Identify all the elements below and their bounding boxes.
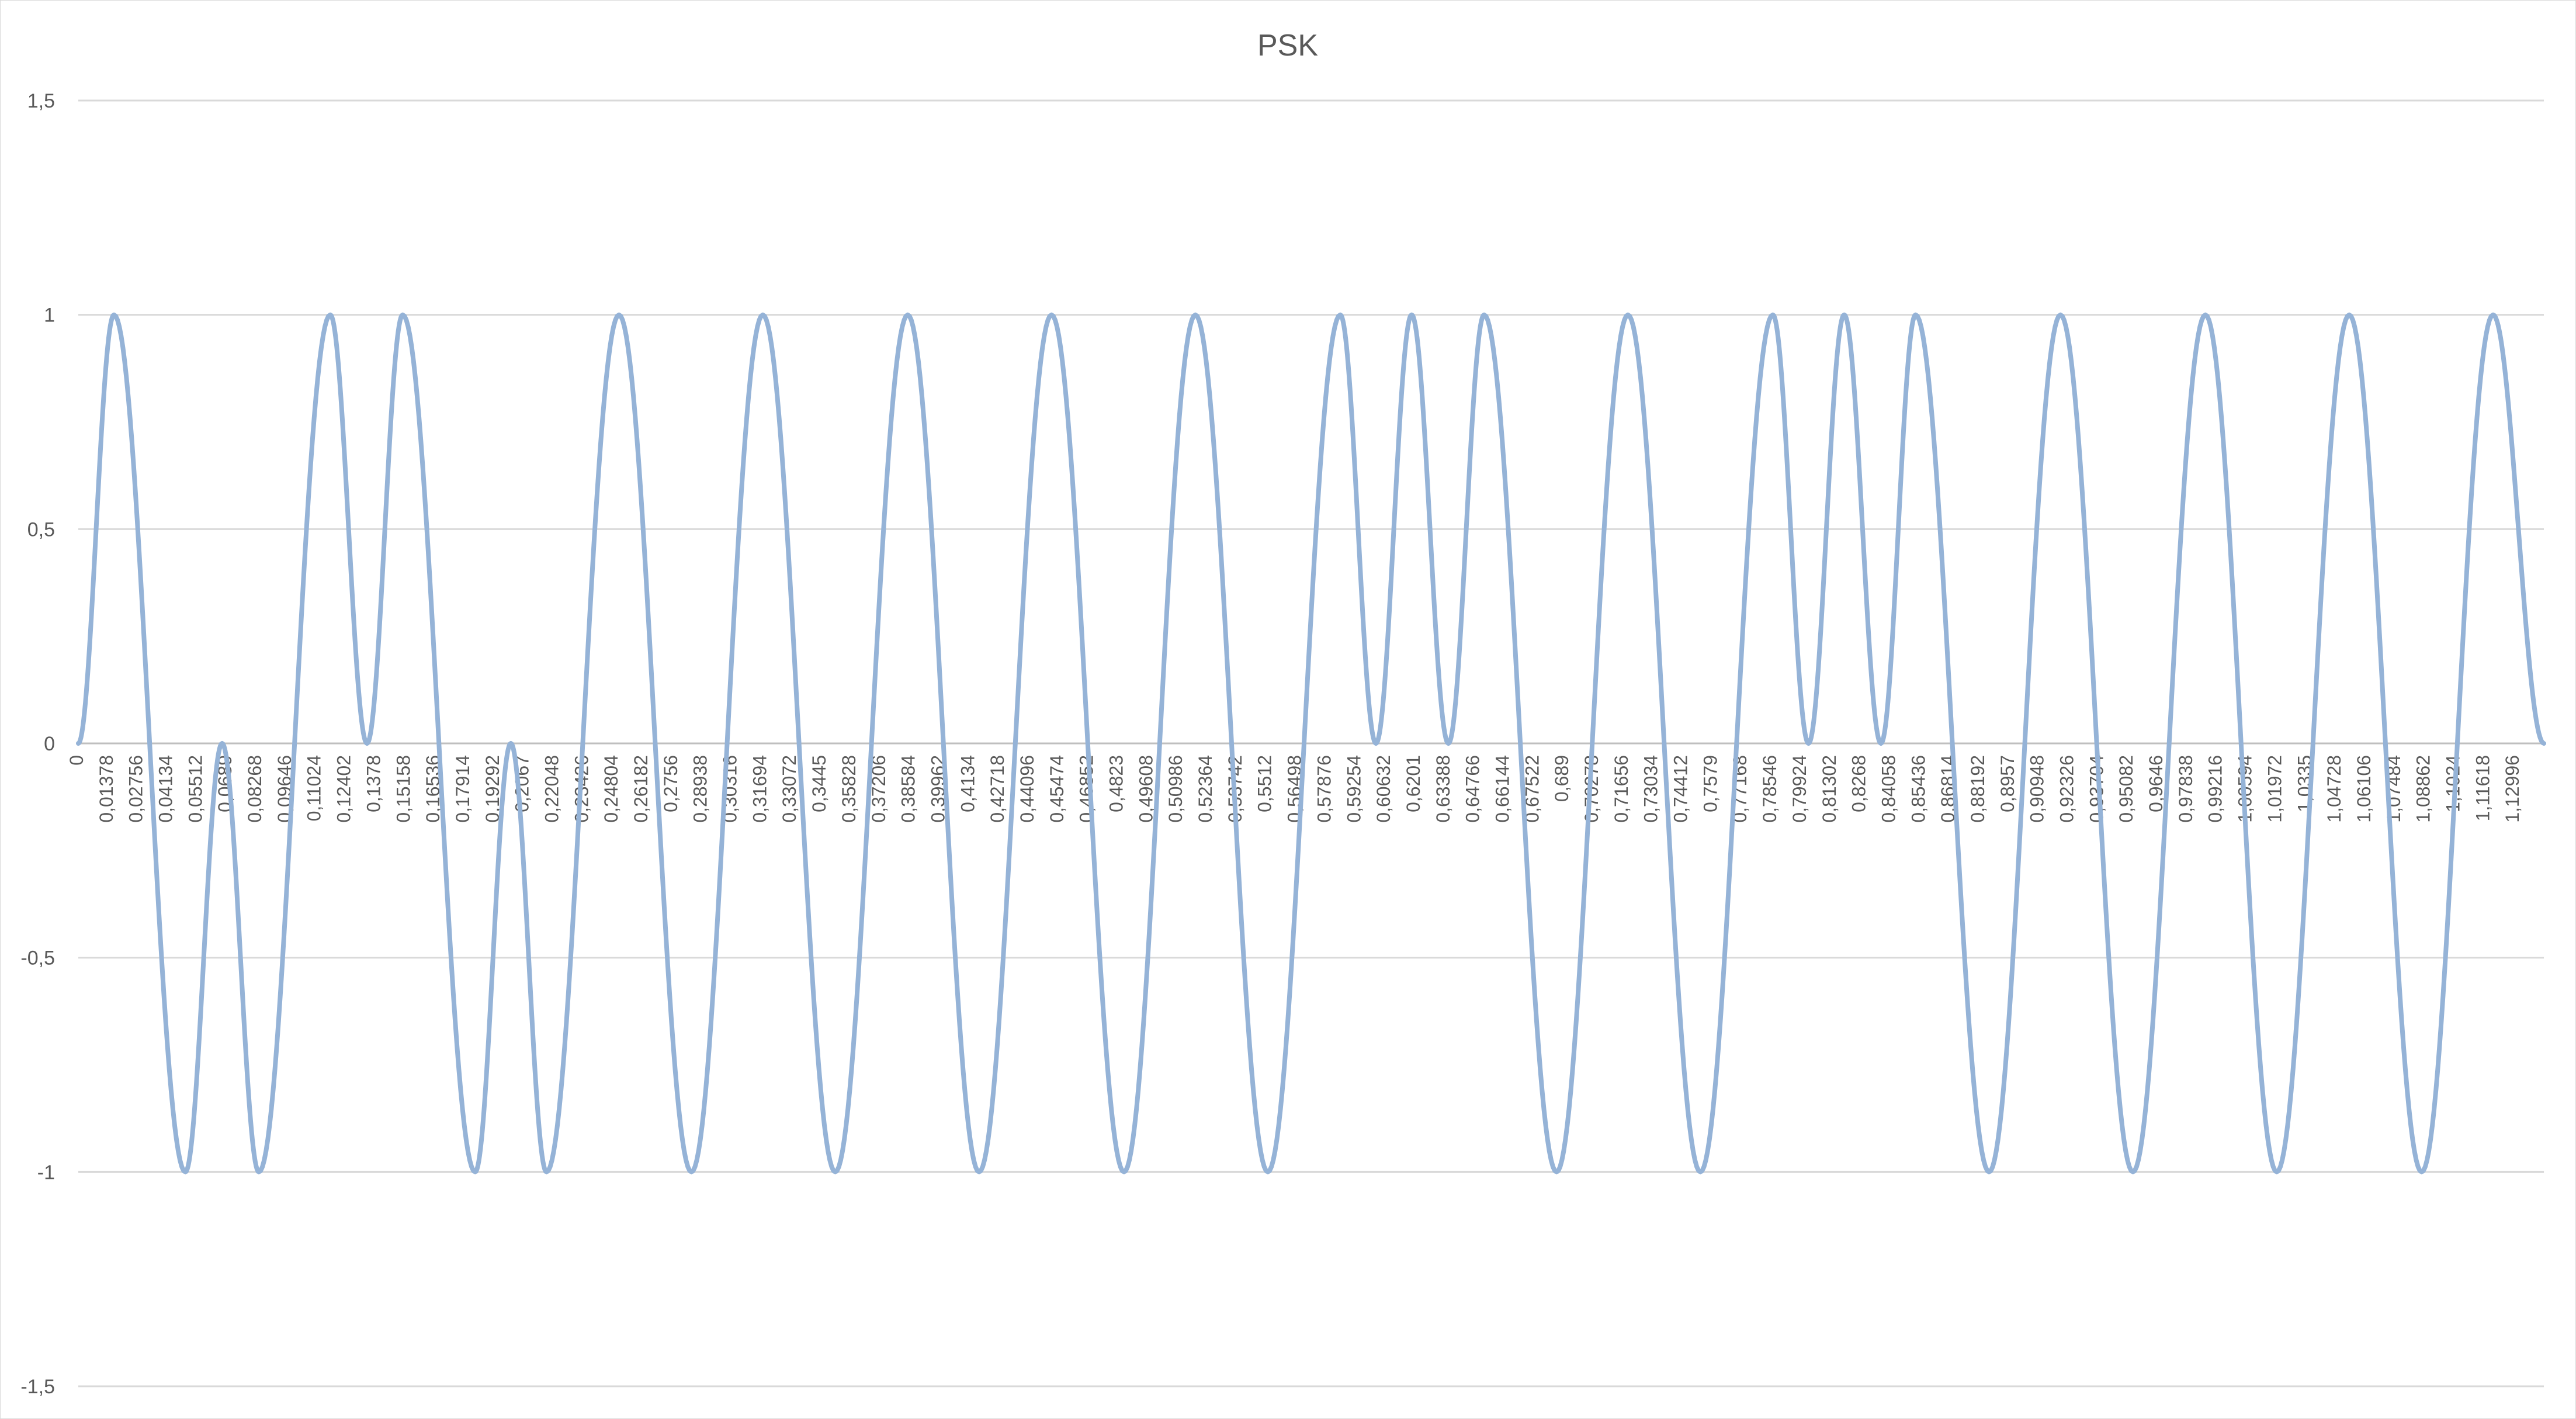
x-tick-label: 0,60632 bbox=[1373, 755, 1394, 823]
x-tick-label: 0,1378 bbox=[363, 755, 384, 812]
x-tick-label: 0,11024 bbox=[304, 755, 325, 821]
x-tick-label: 0,49608 bbox=[1135, 755, 1156, 823]
x-tick-label: 0,9646 bbox=[2145, 755, 2166, 812]
x-tick-label: 0,38584 bbox=[898, 755, 919, 823]
y-axis-tick-labels: -1,5 -1 -0,5 0 0,5 1 1,5 bbox=[20, 90, 55, 1398]
x-tick-label: 0,01378 bbox=[96, 755, 117, 823]
x-tick-label: 1,11618 bbox=[2472, 755, 2493, 821]
x-tick-label: 0,45474 bbox=[1046, 755, 1067, 823]
x-tick-label: 0,04134 bbox=[155, 755, 176, 823]
x-tick-label: 0,44096 bbox=[1017, 755, 1038, 823]
x-tick-label: 0,4134 bbox=[957, 755, 978, 812]
x-tick-label: 0,08268 bbox=[244, 755, 265, 823]
x-tick-label: 0,12402 bbox=[334, 755, 355, 823]
x-tick-label: 0,05512 bbox=[185, 755, 206, 823]
gridlines bbox=[78, 99, 2544, 1387]
x-tick-label: 0,35828 bbox=[838, 755, 859, 823]
x-tick-label: 0,97838 bbox=[2175, 755, 2196, 823]
x-tick-label: 0,52364 bbox=[1195, 755, 1216, 823]
x-tick-label: 0,79924 bbox=[1789, 755, 1810, 823]
x-tick-label: 0,33072 bbox=[779, 755, 800, 823]
x-tick-label: 0,71656 bbox=[1611, 755, 1632, 823]
x-tick-label: 0,15158 bbox=[393, 755, 414, 823]
x-tick-label: 0 bbox=[66, 755, 87, 766]
x-tick-label: 0,22048 bbox=[541, 755, 562, 823]
y-tick-label: -1 bbox=[37, 1161, 55, 1183]
x-tick-label: 1,12996 bbox=[2502, 755, 2523, 823]
x-tick-label: 0,95082 bbox=[2116, 755, 2137, 823]
x-tick-label: 0,78546 bbox=[1759, 755, 1780, 823]
x-tick-label: 0,689 bbox=[1551, 755, 1572, 802]
x-tick-label: 1,06106 bbox=[2353, 755, 2374, 823]
x-tick-label: 0,84058 bbox=[1878, 755, 1899, 823]
x-tick-label: 0,50986 bbox=[1165, 755, 1186, 823]
x-tick-label: 0,92326 bbox=[2057, 755, 2078, 823]
y-tick-label: 0,5 bbox=[27, 518, 55, 541]
x-tick-label: 0,63388 bbox=[1433, 755, 1454, 823]
y-tick-label: 1,5 bbox=[27, 90, 55, 112]
x-tick-label: 0,24804 bbox=[601, 755, 622, 823]
x-tick-label: 0,6201 bbox=[1403, 755, 1424, 812]
x-tick-label: 0,4823 bbox=[1106, 755, 1127, 812]
y-tick-label: 1 bbox=[44, 304, 55, 327]
x-tick-label: 0,26182 bbox=[630, 755, 651, 823]
x-tick-label: 1,01972 bbox=[2264, 755, 2285, 823]
x-tick-label: 0,5512 bbox=[1254, 755, 1275, 812]
x-tick-label: 0,85436 bbox=[1908, 755, 1929, 823]
x-tick-label: 0,42718 bbox=[987, 755, 1008, 823]
series-group bbox=[76, 312, 2546, 1175]
x-tick-label: 0,73034 bbox=[1641, 755, 1662, 823]
x-tick-label: 1,04728 bbox=[2324, 755, 2345, 823]
x-tick-label: 0,57876 bbox=[1313, 755, 1334, 823]
y-tick-label: -1,5 bbox=[20, 1376, 55, 1398]
x-tick-label: 0,64766 bbox=[1462, 755, 1483, 823]
x-tick-label: 0,88192 bbox=[1967, 755, 1988, 823]
x-tick-label: 0,28938 bbox=[690, 755, 711, 823]
x-tick-label: 0,02756 bbox=[126, 755, 147, 823]
psk-signal-line bbox=[76, 312, 2546, 1175]
x-tick-label: 0,66144 bbox=[1492, 755, 1513, 823]
x-tick-label: 0,8957 bbox=[1997, 755, 2018, 812]
x-tick-label: 0,31694 bbox=[749, 755, 770, 823]
x-tick-label: 0,2756 bbox=[660, 755, 681, 812]
x-tick-label: 0,81302 bbox=[1819, 755, 1840, 823]
x-tick-label: 0,59254 bbox=[1343, 755, 1364, 823]
x-tick-label: 0,7579 bbox=[1700, 755, 1721, 812]
x-tick-label: 0,99216 bbox=[2205, 755, 2226, 823]
x-tick-label: 1,08862 bbox=[2413, 755, 2434, 823]
x-axis-tick-labels: 0 0,01378 0,02756 0,04134 0,05512 0,0689 0,082… bbox=[66, 755, 2523, 823]
x-tick-label: 0,17914 bbox=[452, 755, 473, 823]
x-tick-label: 0,46852 bbox=[1076, 755, 1097, 823]
x-tick-label: 0,3445 bbox=[809, 755, 830, 812]
x-tick-label: 0,8268 bbox=[1849, 755, 1870, 812]
y-tick-label: 0 bbox=[44, 733, 55, 755]
chart-title: PSK bbox=[1257, 29, 1318, 63]
x-tick-label: 0,90948 bbox=[2027, 755, 2048, 823]
x-tick-label: 0,74412 bbox=[1670, 755, 1691, 823]
y-tick-label: -0,5 bbox=[20, 947, 55, 970]
